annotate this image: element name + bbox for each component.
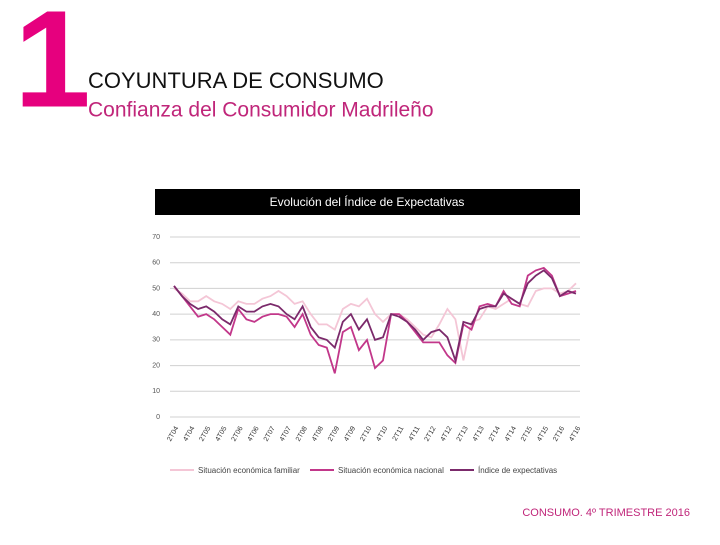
x-tick-label: 4T11: [408, 425, 422, 442]
x-tick-label: 2T09: [327, 425, 341, 442]
x-tick-label: 2T07: [263, 425, 277, 442]
y-tick-label: 60: [152, 260, 160, 267]
x-tick-label: 2T14: [488, 425, 502, 442]
x-tick-label: 4T14: [504, 425, 518, 442]
x-tick-label: 4T16: [568, 425, 582, 442]
x-tick-label: 4T09: [343, 425, 357, 442]
chart-title-bar: [155, 189, 580, 215]
y-tick-label: 50: [152, 285, 160, 292]
x-tick-label: 2T05: [198, 425, 212, 442]
x-tick-label: 4T04: [182, 425, 196, 442]
x-tick-label: 2T11: [392, 425, 406, 442]
x-tick-label: 2T06: [231, 425, 245, 442]
x-tick-label: 4T06: [247, 425, 261, 442]
heading: COYUNTURA DE CONSUMO: [88, 68, 384, 93]
x-tick-label: 2T12: [424, 425, 438, 442]
x-tick-label: 4T08: [311, 425, 325, 442]
legend-label: Situación económica familiar: [198, 466, 300, 475]
legend-label: Situación económica nacional: [338, 466, 444, 475]
x-tick-label: 2T08: [295, 425, 309, 442]
footer: CONSUMO. 4º TRIMESTRE 2016: [522, 507, 690, 519]
x-tick-label: 2T16: [552, 425, 566, 442]
x-tick-label: 4T10: [375, 425, 389, 442]
x-tick-label: 2T15: [520, 425, 534, 442]
y-tick-label: 10: [152, 388, 160, 395]
x-tick-label: 2T04: [166, 425, 180, 442]
x-tick-label: 2T13: [456, 425, 470, 442]
x-tick-label: 4T15: [536, 425, 550, 442]
subheading: Confianza del Consumidor Madrileño: [88, 99, 434, 122]
y-tick-label: 0: [156, 414, 160, 421]
y-tick-label: 20: [152, 362, 160, 369]
x-tick-label: 4T05: [215, 425, 229, 442]
slide-number: 1: [14, 0, 91, 136]
x-tick-label: 4T12: [440, 425, 454, 442]
x-tick-label: 2T10: [359, 425, 373, 442]
y-tick-label: 30: [152, 337, 160, 344]
series-line: [173, 269, 577, 364]
x-tick-label: 4T13: [472, 425, 486, 442]
y-tick-label: 40: [152, 311, 160, 318]
chart-title: Evolución del Índice de Expectativas: [270, 194, 465, 209]
x-tick-label: 4T07: [279, 425, 293, 442]
y-tick-label: 70: [152, 234, 160, 241]
legend-label: Índice de expectativas: [478, 466, 557, 475]
series-line: [173, 266, 577, 374]
